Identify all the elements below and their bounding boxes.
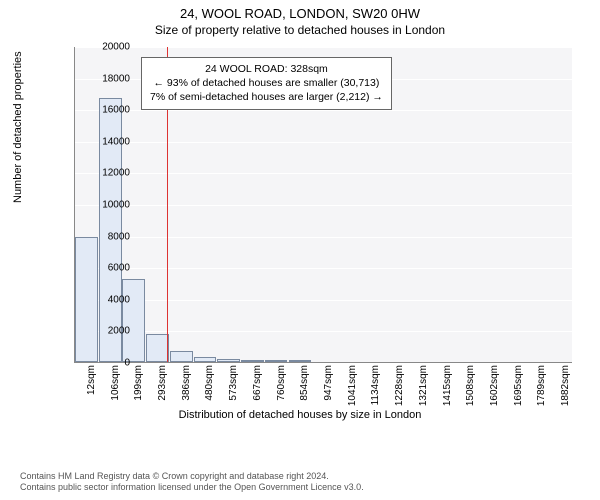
infobox-line-3: 7% of semi-detached houses are larger (2… [150,90,383,104]
histogram-bar [170,351,193,362]
marker-infobox: 24 WOOL ROAD: 328sqm ← 93% of detached h… [141,57,392,110]
x-axis-label: Distribution of detached houses by size … [20,409,580,421]
gridline [75,268,572,269]
histogram-bar [241,360,264,362]
x-tick-label: 199sqm [133,365,144,401]
chart-title-block: 24, WOOL ROAD, LONDON, SW20 0HW Size of … [0,0,600,39]
x-tick-label: 573sqm [228,365,239,401]
x-tick-label: 1415sqm [442,365,453,406]
x-tick-label: 1508sqm [465,365,476,406]
y-axis-label: Number of detached properties [12,51,24,203]
x-tick-label: 1134sqm [370,365,381,405]
y-tick-label: 10000 [86,200,130,211]
y-tick-label: 18000 [86,73,130,84]
gridline [75,173,572,174]
x-tick-label: 1041sqm [347,365,358,406]
x-tick-label: 1321sqm [418,365,429,406]
x-tick-label: 386sqm [181,365,192,401]
x-tick-label: 947sqm [323,365,334,401]
x-tick-label: 1695sqm [513,365,524,406]
gridline [75,300,572,301]
x-tick-label: 854sqm [299,365,310,401]
y-tick-label: 16000 [86,105,130,116]
histogram-bar [194,357,217,362]
gridline [75,205,572,206]
x-tick-label: 12sqm [86,365,97,395]
y-tick-label: 6000 [86,263,130,274]
x-tick-label: 1228sqm [394,365,405,406]
histogram-bar [217,359,240,362]
gridline [75,142,572,143]
infobox-line-2: ← 93% of detached houses are smaller (30… [150,76,383,90]
y-tick-label: 14000 [86,136,130,147]
y-tick-label: 12000 [86,168,130,179]
histogram-bar [122,279,145,362]
x-tick-label: 106sqm [110,365,121,401]
y-tick-label: 4000 [86,294,130,305]
x-tick-label: 1602sqm [489,365,500,406]
attribution-footer: Contains HM Land Registry data © Crown c… [20,471,580,494]
x-tick-label: 480sqm [204,365,215,401]
x-tick-label: 1789sqm [536,365,547,406]
histogram-bar [265,360,288,362]
chart-title: 24, WOOL ROAD, LONDON, SW20 0HW [0,6,600,21]
chart-subtitle: Size of property relative to detached ho… [0,23,600,37]
x-tick-label: 667sqm [252,365,263,401]
x-tick-label: 760sqm [276,365,287,401]
infobox-line-1: 24 WOOL ROAD: 328sqm [150,62,383,76]
gridline [75,237,572,238]
y-tick-label: 8000 [86,231,130,242]
y-tick-label: 20000 [86,42,130,53]
histogram-bar [146,334,169,362]
gridline [75,363,572,364]
chart-container: Number of detached properties 24 WOOL RO… [20,43,580,423]
histogram-bar [289,360,312,362]
gridline [75,331,572,332]
footer-line-1: Contains HM Land Registry data © Crown c… [20,471,580,483]
plot-area: 24 WOOL ROAD: 328sqm ← 93% of detached h… [74,47,572,363]
gridline [75,110,572,111]
y-tick-label: 2000 [86,326,130,337]
gridline [75,47,572,48]
footer-line-2: Contains public sector information licen… [20,482,580,494]
x-tick-label: 1882sqm [560,365,571,406]
x-tick-label: 293sqm [157,365,168,401]
